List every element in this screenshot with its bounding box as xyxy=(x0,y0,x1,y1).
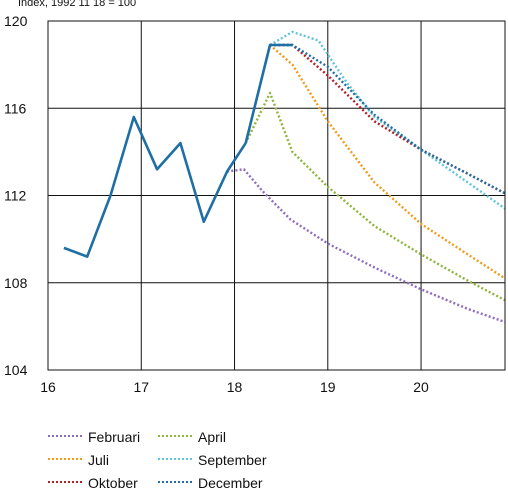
legend-item-april: April xyxy=(158,428,226,446)
grid xyxy=(47,20,505,371)
y-tick-label: 108 xyxy=(4,275,28,291)
axis-labels: 16 17 18 19 20 104 108 112 116 120 xyxy=(4,13,429,395)
series-line-april xyxy=(244,91,506,302)
y-tick-label: 112 xyxy=(4,188,27,204)
legend-swatch-februari xyxy=(48,435,82,438)
legend-item-februari: Februari xyxy=(48,428,140,446)
series-line-december xyxy=(270,43,506,195)
legend-item-juli: Juli xyxy=(48,451,109,469)
legend: Februari April Juli September Oktober De… xyxy=(48,428,348,491)
plot-area-frame xyxy=(47,20,506,371)
series-line-juli xyxy=(269,44,506,280)
y-tick-label: 116 xyxy=(4,100,27,116)
legend-item-september: September xyxy=(158,451,266,469)
legend-label-december: December xyxy=(198,475,263,491)
x-tick-label: 17 xyxy=(133,379,149,395)
legend-swatch-december xyxy=(158,481,192,484)
legend-label-februari: Februari xyxy=(88,429,141,445)
legend-item-oktober: Oktober xyxy=(48,474,138,492)
series-line-februari xyxy=(226,168,506,324)
legend-swatch-september xyxy=(158,458,192,461)
series-lines xyxy=(63,30,506,324)
history-line xyxy=(63,115,247,258)
legend-label-juli: Juli xyxy=(88,452,110,468)
x-tick-label: 19 xyxy=(320,379,336,395)
legend-swatch-juli xyxy=(48,458,82,461)
y-tick-label: 104 xyxy=(4,362,28,378)
y-tick-label: 120 xyxy=(4,13,28,29)
history-line-extension xyxy=(244,43,293,144)
legend-swatch-oktober xyxy=(48,481,82,484)
series-line-september xyxy=(269,30,506,210)
legend-label-oktober: Oktober xyxy=(88,475,138,491)
legend-swatch-april xyxy=(158,435,192,438)
chart-subtitle: Index, 1992 11 18 = 100 xyxy=(18,0,136,9)
legend-item-december: December xyxy=(158,474,263,492)
series-line-oktober xyxy=(270,43,506,195)
x-tick-label: 20 xyxy=(413,379,429,395)
legend-label-september: September xyxy=(198,452,267,468)
legend-label-april: April xyxy=(198,429,227,445)
x-tick-label: 16 xyxy=(40,379,56,395)
x-tick-label: 18 xyxy=(227,379,243,395)
